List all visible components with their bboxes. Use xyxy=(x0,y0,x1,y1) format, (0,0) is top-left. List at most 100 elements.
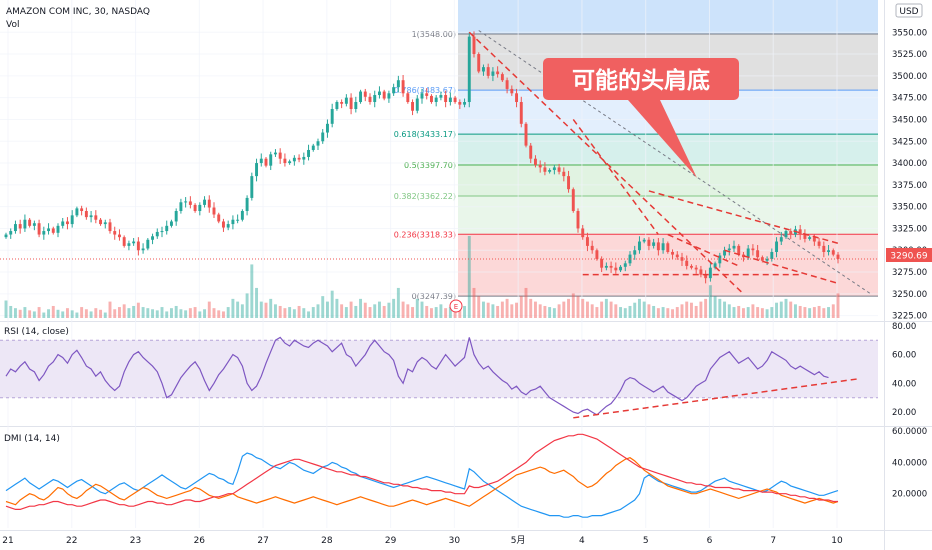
volume-bar xyxy=(51,305,55,318)
candle-body xyxy=(236,219,240,221)
volume-bar xyxy=(751,304,755,318)
volume-bar xyxy=(84,309,88,318)
volume-bar xyxy=(562,301,566,318)
candle-body xyxy=(411,102,415,111)
time-tick-label: 4 xyxy=(579,536,585,546)
candle-body xyxy=(373,95,377,103)
volume-bar xyxy=(746,307,750,318)
volume-bar xyxy=(354,305,358,318)
candle-body xyxy=(600,258,604,268)
volume-bar xyxy=(236,301,240,318)
volume-bar xyxy=(70,310,74,318)
volume-bar xyxy=(406,304,410,318)
volume-bar xyxy=(122,304,126,318)
annotation-callout[interactable]: 可能的头肩底 xyxy=(543,58,739,178)
candle-body xyxy=(675,254,679,258)
candle-body xyxy=(439,95,443,98)
candle-body xyxy=(727,248,731,251)
volume-bar xyxy=(737,305,741,318)
candle-body xyxy=(689,265,693,268)
candle-body xyxy=(817,241,821,246)
candle-body xyxy=(321,132,325,142)
volume-bar xyxy=(259,301,263,318)
event-marker-e[interactable]: E xyxy=(449,299,463,313)
price-tick-label: 3450.00 xyxy=(892,115,927,125)
candle-body xyxy=(302,156,306,160)
volume-bar xyxy=(188,308,192,318)
volume-bar xyxy=(666,308,670,318)
volume-bar xyxy=(240,304,244,318)
candle-body xyxy=(505,80,509,89)
rsi-panel xyxy=(0,336,878,419)
candle-body xyxy=(292,157,296,162)
candle-body xyxy=(661,243,665,251)
candle-body xyxy=(84,211,88,218)
fib-level-label: 0.618(3433.17) xyxy=(394,130,456,139)
rsi-tick-label: 80.00 xyxy=(892,322,916,332)
candle-body xyxy=(708,267,712,279)
volume-bar xyxy=(827,307,831,318)
volume-bar xyxy=(273,304,277,318)
candle-body xyxy=(193,204,197,212)
candle-body xyxy=(533,158,537,165)
candle-body xyxy=(155,231,159,237)
price-tick-label: 3425.00 xyxy=(892,137,927,147)
volume-bar xyxy=(515,302,519,318)
trendline-descending-1 xyxy=(468,31,744,295)
candle-body xyxy=(70,215,74,225)
candle-body xyxy=(836,254,840,259)
candle-body xyxy=(467,36,471,103)
candle-body xyxy=(770,251,774,259)
volume-bar xyxy=(141,307,145,318)
candle-body xyxy=(434,97,438,103)
candle-body xyxy=(741,254,745,258)
candle-body xyxy=(325,123,329,133)
volume-bar xyxy=(203,309,207,318)
candle-body xyxy=(453,97,457,103)
volume-bar xyxy=(382,305,386,318)
volume-bar xyxy=(486,302,490,318)
candle-body xyxy=(614,267,618,271)
volume-bar xyxy=(439,304,443,318)
candle-body xyxy=(623,263,627,267)
candle-body xyxy=(108,222,112,232)
candle-body xyxy=(401,80,405,94)
volume-bar xyxy=(75,312,79,318)
candle-body xyxy=(32,223,36,226)
candle-body xyxy=(226,224,230,228)
candle-body xyxy=(562,171,566,177)
candle-body xyxy=(491,71,495,76)
price-tick-label: 3400.00 xyxy=(892,159,927,169)
candle-body xyxy=(751,248,755,251)
candle-body xyxy=(637,241,641,251)
volume-bar xyxy=(127,308,131,318)
volume-label: Vol xyxy=(6,20,19,30)
volume-bar xyxy=(500,301,504,318)
volume-bar xyxy=(42,312,46,318)
volume-bar xyxy=(396,287,400,318)
candle-body xyxy=(567,176,571,190)
volume-bar xyxy=(831,304,835,318)
volume-bar xyxy=(56,309,60,318)
volume-bar xyxy=(524,287,528,318)
candle-body xyxy=(486,67,490,76)
volume-bar xyxy=(425,305,429,318)
volume-bar xyxy=(585,301,589,318)
currency-button[interactable]: USD xyxy=(895,3,923,18)
volume-bar xyxy=(798,305,802,318)
volume-bar xyxy=(184,310,188,318)
volume-bar xyxy=(491,304,495,318)
volume-bar xyxy=(80,307,84,318)
dmi-line-adx xyxy=(5,433,838,510)
callout-box xyxy=(543,58,739,100)
time-tick-label: 5 xyxy=(643,536,649,546)
volume-bar xyxy=(23,307,27,318)
volume-bar xyxy=(770,307,774,318)
candle-body xyxy=(718,255,722,264)
volume-bar xyxy=(212,308,216,318)
volume-bar xyxy=(652,305,656,318)
volume-bar xyxy=(595,307,599,318)
volume-bar xyxy=(89,311,93,318)
volume-bar xyxy=(255,287,259,318)
